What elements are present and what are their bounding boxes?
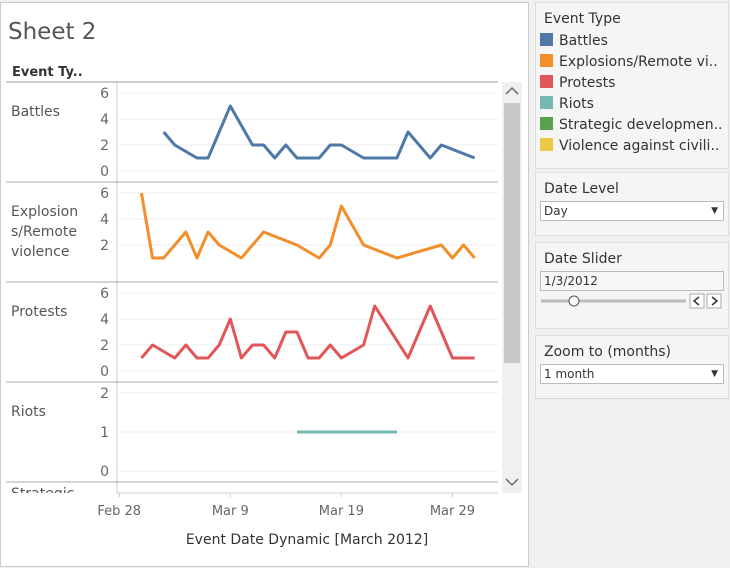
row-label: Battles	[11, 102, 81, 122]
date-slider-card: Date Slider 1/3/2012	[535, 242, 729, 329]
chart: Event Ty.. Event Date Dynamic [March 201…	[1, 3, 528, 566]
legend-label: Strategic developmen..	[559, 117, 723, 133]
row-header: Event Ty..	[12, 65, 83, 80]
legend-label: Violence against civili..	[559, 138, 719, 154]
legend-item[interactable]: Strategic developmen..	[536, 115, 728, 136]
series-line	[141, 306, 474, 358]
row-label: Protests	[11, 302, 81, 322]
zoom-card: Zoom to (months) 1 month▼	[535, 335, 729, 399]
x-tick-label: Mar 9	[212, 504, 249, 519]
slider[interactable]	[536, 291, 728, 311]
x-tick-label: Feb 28	[97, 504, 141, 519]
legend-swatch	[540, 138, 553, 151]
legend-swatch	[540, 96, 553, 109]
legend-item[interactable]: Violence against civili..	[536, 136, 728, 157]
legend-item[interactable]: Battles	[536, 31, 728, 52]
series-line	[141, 193, 474, 258]
y-tick-label: 4	[100, 112, 109, 128]
date-level-card: Date Level Day▼	[535, 172, 729, 236]
y-tick-label: 1	[100, 425, 109, 441]
y-tick-label: 6	[100, 186, 109, 202]
x-axis-title: Event Date Dynamic [March 2012]	[186, 532, 428, 548]
control-title: Date Level	[536, 173, 728, 201]
y-tick-label: 4	[100, 212, 109, 228]
legend-swatch	[540, 33, 553, 46]
legend-title: Event Type	[536, 3, 728, 31]
control-title: Zoom to (months)	[536, 336, 728, 364]
y-tick-label: 6	[100, 86, 109, 102]
y-tick-label: 6	[100, 286, 109, 302]
row-label-box: Riots	[11, 402, 81, 472]
legend-item[interactable]: Explosions/Remote vi..	[536, 52, 728, 73]
legend-label: Explosions/Remote vi..	[559, 54, 718, 70]
y-tick-label: 2	[100, 386, 109, 402]
x-tick-label: Mar 29	[430, 504, 475, 519]
legend-swatch	[540, 117, 553, 130]
dropdown[interactable]: 1 month▼	[540, 364, 724, 384]
legend-swatch	[540, 54, 553, 67]
row-label: Riots	[11, 402, 81, 422]
control-title: Date Slider	[536, 243, 728, 271]
y-tick-label: 2	[100, 238, 109, 254]
legend-label: Riots	[559, 96, 594, 112]
y-tick-label: 4	[100, 312, 109, 328]
row-label-box: Battles	[11, 102, 81, 172]
dropdown[interactable]: Day▼	[540, 201, 724, 221]
legend: Event Type Battles Explosions/Remote vi..…	[535, 2, 729, 169]
legend-label: Protests	[559, 75, 615, 91]
y-tick-label: 2	[100, 138, 109, 154]
row-label-box: Protests	[11, 302, 81, 372]
x-tick-label: Mar 19	[319, 504, 364, 519]
y-tick-label: 2	[100, 338, 109, 354]
legend-swatch	[540, 75, 553, 88]
row-label: Explosions/Remote violence	[11, 202, 81, 262]
dropdown-value: 1 month	[544, 367, 594, 381]
dropdown-value: Day	[544, 204, 568, 218]
legend-item[interactable]: Protests	[536, 73, 728, 94]
row-label: Strategic	[11, 484, 81, 504]
legend-items: Battles Explosions/Remote vi.. Protests Rio…	[536, 31, 728, 157]
row-label-box: Strategic	[11, 484, 81, 554]
row-label-box: Explosions/Remote violence	[11, 202, 81, 272]
slider-value[interactable]: 1/3/2012	[540, 271, 724, 291]
y-tick-label: 0	[100, 364, 109, 380]
legend-label: Battles	[559, 33, 608, 49]
y-tick-label: 0	[100, 464, 109, 480]
panels: Battles 0 2 4 6 Explosions/Remote violence 2 4 6…	[6, 86, 498, 554]
sheet: Sheet 2 Event Ty.. Event Date Dynamic [M…	[0, 2, 529, 567]
scroll-thumb[interactable]	[504, 103, 520, 363]
y-tick-label: 0	[100, 164, 109, 180]
series-line	[164, 106, 475, 158]
legend-item[interactable]: Riots	[536, 94, 728, 115]
